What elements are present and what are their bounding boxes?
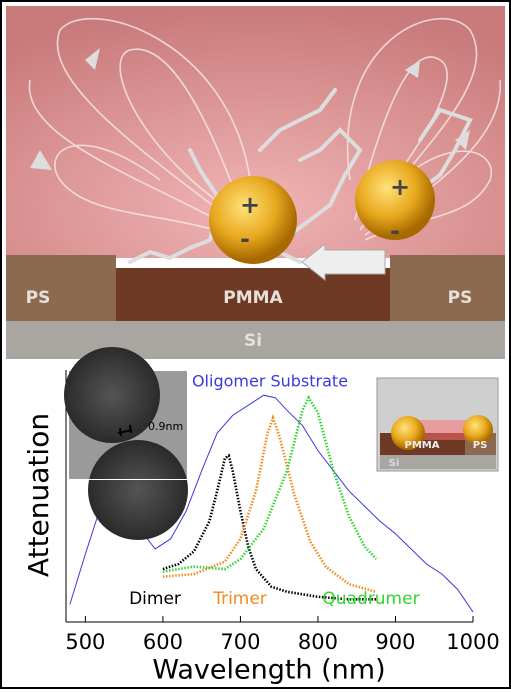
charge-label: -	[390, 217, 400, 245]
series-line	[162, 453, 377, 601]
x-tick-label: 500	[65, 630, 105, 654]
field-arrow	[405, 60, 420, 78]
plot: 500 600 700 800 900 1000 Wavelength (nm) Attenu…	[22, 370, 500, 686]
nanoparticle	[209, 176, 297, 264]
field-arrow	[85, 48, 100, 70]
layer-label: Si	[244, 331, 262, 351]
tem-particle	[64, 347, 160, 443]
model-label: PS	[473, 440, 488, 451]
series-label: Oligomer Substrate	[192, 372, 348, 391]
force-arrow	[301, 242, 386, 282]
field-arrow	[455, 130, 470, 150]
hotspot	[408, 420, 480, 440]
layer-label: PS	[448, 288, 473, 308]
charge-label: -	[240, 225, 250, 253]
series-line	[162, 395, 378, 573]
tem-edge	[69, 479, 187, 480]
model-si	[380, 455, 496, 469]
ps-layer	[390, 255, 505, 321]
si-layer	[6, 321, 505, 359]
charge-label: +	[240, 191, 260, 219]
x-tick-label: 600	[143, 630, 183, 654]
tem-inset	[64, 347, 188, 540]
model-particle	[463, 415, 493, 445]
illustration: PS PMMA PS Si + - + -	[6, 6, 505, 359]
layer-label: PMMA	[223, 288, 283, 308]
model-inset	[376, 377, 499, 472]
model-label: PMMA	[405, 440, 440, 451]
pmma-layer	[116, 268, 390, 321]
x-tick-label: 700	[220, 630, 260, 654]
series-label: Quadrumer	[322, 589, 419, 609]
series-line	[162, 413, 377, 594]
tem-particle	[88, 440, 188, 540]
x-axis-label: Wavelength (nm)	[152, 655, 385, 686]
series-label: Trimer	[212, 589, 267, 609]
y-axis-label: Attenuation	[22, 413, 55, 577]
model-particle	[391, 416, 425, 450]
nanoparticle	[355, 160, 435, 240]
x-tick-label: 900	[375, 630, 415, 654]
model-label: Si	[389, 458, 400, 469]
x-tick-label: 800	[298, 630, 338, 654]
ps-layer	[6, 255, 116, 321]
charge-label: +	[390, 173, 410, 201]
series-label: Dimer	[129, 589, 181, 609]
gap-label: 0.9nm	[148, 420, 183, 433]
field-arrow	[30, 150, 52, 170]
x-tick-label: 1000	[446, 630, 499, 654]
gap-marker	[117, 424, 133, 437]
field-lines	[28, 17, 501, 241]
layer-label: PS	[26, 288, 51, 308]
